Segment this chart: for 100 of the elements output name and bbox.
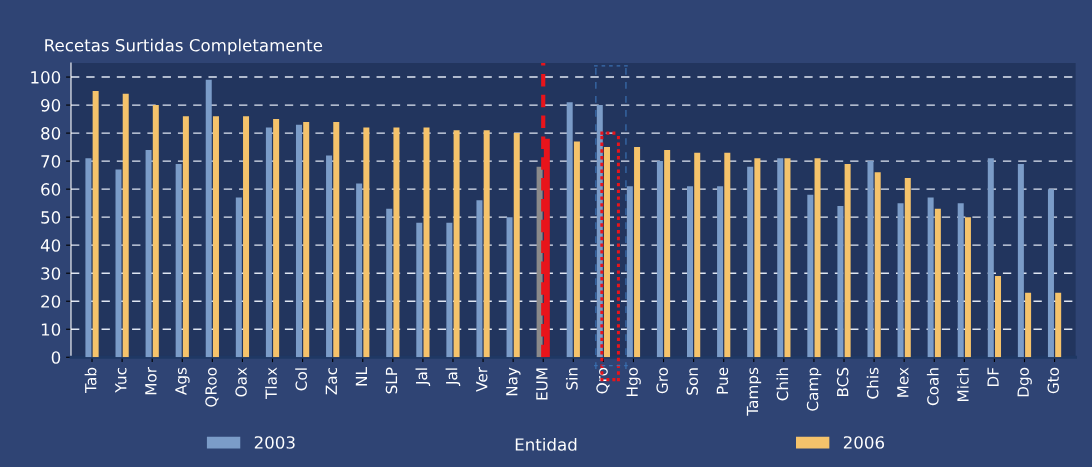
x-tick-label: SLP (385, 367, 398, 394)
x-tick-label: Son (686, 368, 699, 395)
bar (145, 149, 152, 358)
bar (867, 161, 874, 358)
bar (446, 222, 453, 358)
y-tick-label: 10 (41, 323, 61, 336)
bar (363, 127, 370, 358)
bar (175, 163, 182, 358)
x-tick-label: Yuc (115, 367, 127, 393)
bar (566, 102, 573, 358)
y-tick-label: 0 (51, 351, 61, 364)
bar (927, 197, 934, 358)
bar (393, 127, 400, 358)
x-tick-label: DF (987, 367, 999, 387)
bar (844, 163, 851, 358)
y-tick-label: 70 (41, 155, 61, 168)
bar (724, 152, 731, 358)
x-tick-label: Hgo (626, 367, 641, 397)
x-tick-label: Nay (506, 367, 521, 396)
bar (1055, 292, 1062, 358)
bar (423, 127, 430, 358)
bar (243, 116, 250, 358)
x-tick-label: Pue (716, 367, 729, 394)
bar (777, 158, 784, 358)
bar (333, 121, 340, 358)
bar (784, 158, 791, 358)
x-tick-label: QRoo (205, 367, 219, 407)
bar (634, 147, 641, 358)
bar (513, 133, 520, 358)
bar (987, 158, 994, 358)
bar (85, 158, 92, 358)
bar (934, 208, 941, 358)
bar (416, 222, 423, 358)
bar (904, 177, 911, 358)
x-tick-label: Jal (415, 368, 431, 386)
bar (995, 276, 1002, 358)
bar (273, 119, 280, 358)
x-tick-label: Mich (956, 368, 969, 401)
bar (115, 169, 122, 358)
bar (295, 124, 302, 358)
bar (1017, 163, 1024, 358)
bar (573, 141, 580, 358)
x-tick-label: Mex (897, 367, 909, 397)
bar (182, 116, 189, 358)
bar (303, 121, 310, 358)
bar (326, 155, 333, 358)
y-tick-label: 90 (41, 99, 61, 112)
y-tick-label: 20 (41, 295, 61, 308)
bar (356, 183, 363, 358)
x-tick-label: Gro (656, 367, 668, 394)
bar (205, 79, 212, 358)
bar (235, 197, 242, 358)
legend-label: 2006 (843, 436, 885, 449)
chart-title: Recetas Surtidas Completamente (45, 38, 323, 55)
x-tick-label: Ags (175, 367, 190, 395)
bar (656, 161, 663, 358)
x-tick-label: NL (355, 367, 367, 386)
bar (122, 93, 129, 358)
bar (957, 203, 964, 358)
x-tick-label: Dgo (1017, 367, 1032, 397)
x-tick-label: Tlax (265, 367, 277, 399)
bar (92, 91, 99, 358)
bar (152, 105, 159, 358)
x-tick-label: EUM (536, 368, 548, 400)
bar (897, 203, 904, 358)
x-tick-label: BCS (836, 367, 849, 397)
bar (212, 116, 219, 358)
bar (476, 200, 483, 358)
bar (837, 205, 844, 358)
x-tick-label: Camp (806, 367, 822, 411)
y-tick-label: 50 (41, 211, 61, 224)
bar (1025, 292, 1032, 358)
bar (694, 152, 701, 358)
x-tick-label: Tab (84, 367, 97, 393)
x-tick-label: Tamps (746, 367, 762, 416)
x-tick-label: Jal (445, 368, 461, 386)
bar (807, 194, 814, 358)
x-tick-label: Oax (235, 367, 247, 397)
bar (874, 172, 881, 358)
x-tick-label: Sin (565, 368, 578, 390)
x-tick-label: Coah (926, 368, 939, 406)
bar (453, 130, 460, 358)
x-tick-label: Ver (476, 366, 488, 392)
bar (754, 158, 761, 358)
x-tick-label: Zac (325, 367, 338, 395)
bar (386, 208, 393, 358)
y-tick-label: 40 (40, 239, 61, 252)
bar (687, 186, 694, 358)
legend-label: 2003 (254, 436, 295, 449)
x-axis-title: Entidad (515, 437, 577, 451)
bar (717, 186, 724, 358)
bar (265, 127, 272, 358)
y-tick-label: 30 (41, 267, 61, 280)
y-tick-label: 80 (41, 127, 61, 140)
y-tick-label: 60 (41, 183, 61, 196)
x-tick-label: Chih (776, 368, 789, 401)
x-tick-label: Chis (866, 367, 879, 399)
bar (814, 158, 821, 358)
bar (1047, 189, 1054, 358)
x-tick-label: Gto (1047, 367, 1059, 394)
